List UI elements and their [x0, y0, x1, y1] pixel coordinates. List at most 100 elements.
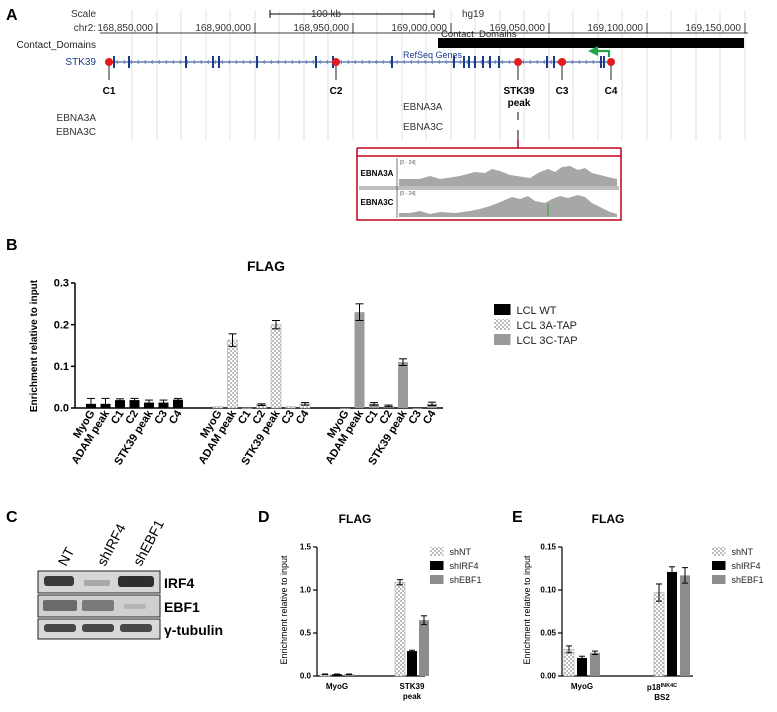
series-2	[344, 615, 429, 676]
inset-range-c: [0 - 24]	[400, 191, 416, 197]
bar	[354, 312, 365, 408]
panel-d-letter: D	[258, 509, 270, 526]
gene-exon	[185, 56, 187, 68]
blot-irf4-band-shirf4	[84, 580, 110, 586]
tss-arrow-icon	[588, 46, 611, 57]
chart-d-ylabel: Enrichment relative to input	[279, 555, 289, 665]
bar	[227, 339, 238, 409]
intron-chevron	[346, 59, 350, 65]
intron-chevron	[262, 59, 266, 65]
gene-exons	[113, 56, 605, 68]
intron-chevron	[136, 59, 140, 65]
intron-chevron	[234, 59, 238, 65]
y-tick-label: 0.0	[54, 403, 69, 415]
gene-exon	[113, 56, 115, 68]
x-tick-label: peak	[403, 692, 422, 701]
intron-chevron	[381, 59, 385, 65]
blot-ebf1-band-shebf1	[124, 604, 146, 609]
x-tick-label: C3	[279, 408, 297, 426]
site-c1-marker	[105, 58, 113, 66]
intron-chevron	[220, 59, 224, 65]
inset-ebna3a-label: EBNA3A	[361, 169, 394, 178]
intron-chevron	[150, 59, 154, 65]
chart-b-ylabel: Enrichment relative to input	[29, 279, 40, 412]
x-tick-label: C1	[109, 408, 127, 426]
blot-tubulin-band-nt	[44, 624, 76, 632]
legend-swatch	[430, 575, 444, 584]
y-tick-label: 1.0	[300, 586, 312, 595]
band-label-ebf1: EBF1	[164, 599, 200, 615]
intron-chevron	[248, 59, 252, 65]
inset-ebna3a-signal	[399, 166, 617, 186]
intron-chevron	[458, 59, 462, 65]
gene-exon	[553, 56, 555, 68]
intron-chevron	[535, 59, 539, 65]
y-tick-label: 0.05	[540, 629, 556, 638]
intron-chevron	[157, 59, 161, 65]
y-tick-label: 0.15	[540, 543, 556, 552]
band-label-irf4: IRF4	[164, 575, 195, 591]
band-label-tubulin: γ-tubulin	[164, 622, 223, 638]
intron-chevron	[374, 59, 378, 65]
assembly-label: hg19	[462, 9, 485, 20]
blot-tubulin-band-shirf4	[82, 624, 114, 632]
chart-b-title: FLAG	[247, 258, 285, 274]
intron-chevron	[227, 59, 231, 65]
series-0	[563, 583, 665, 677]
series-1	[212, 320, 311, 409]
intron-chevron	[423, 59, 427, 65]
series-2	[340, 303, 437, 409]
bar	[212, 406, 224, 409]
bar	[115, 400, 125, 408]
bar	[344, 674, 354, 676]
legend-label: shEBF1	[732, 575, 764, 585]
bar	[667, 571, 677, 676]
contact-domains-label: Contact_Domains	[17, 40, 96, 51]
gene-exon	[489, 56, 491, 68]
intron-chevron	[325, 59, 329, 65]
intron-chevron	[297, 59, 301, 65]
panel-e-letter: E	[512, 509, 523, 526]
intron-chevron	[164, 59, 168, 65]
intron-chevron	[353, 59, 357, 65]
intron-chevron	[507, 59, 511, 65]
intron-chevron	[486, 59, 490, 65]
legend-label: shNT	[732, 547, 754, 557]
intron-chevron	[549, 59, 553, 65]
bar	[173, 399, 183, 408]
gene-exon	[498, 56, 500, 68]
site-c3-marker	[558, 58, 566, 66]
panel-b: B FLAG Enrichment relative to input 0.0 0…	[6, 237, 578, 467]
legend-label: shNT	[450, 547, 472, 557]
y-tick-label: 0.00	[540, 672, 556, 681]
bar	[590, 652, 600, 676]
gene-exon	[453, 56, 455, 68]
bar	[340, 408, 350, 409]
panel-e: E FLAG Enrichment relative to input 0.00…	[512, 509, 764, 702]
site-stk39-peak-marker	[514, 58, 522, 66]
bar	[412, 408, 423, 409]
intron-chevron	[178, 59, 182, 65]
x-tick-label: C1	[236, 408, 254, 426]
intron-chevron	[570, 59, 574, 65]
intron-chevron	[318, 59, 322, 65]
intron-chevron	[269, 59, 273, 65]
bar	[369, 403, 379, 408]
panel-b-letter: B	[6, 237, 18, 254]
inset-range-a: [0 - 24]	[400, 160, 416, 166]
chart-e-legend: shNT shIRF4 shEBF1	[712, 547, 764, 585]
site-c4-label: C4	[605, 86, 618, 97]
lane-label-shirf4: shIRF4	[94, 521, 129, 569]
refseq-text: RefSeq Genes	[403, 50, 463, 60]
intron-chevron	[465, 59, 469, 65]
lane-label-shebf1: shEBF1	[130, 517, 168, 569]
site-c2-label: C2	[330, 86, 343, 97]
panel-a: A	[6, 7, 748, 221]
legend-swatch	[430, 561, 444, 570]
site-marker-lines	[108, 62, 612, 80]
legend-swatch	[430, 547, 444, 556]
coordinate-label: 168,850,000	[97, 23, 153, 34]
intron-chevron	[276, 59, 280, 65]
